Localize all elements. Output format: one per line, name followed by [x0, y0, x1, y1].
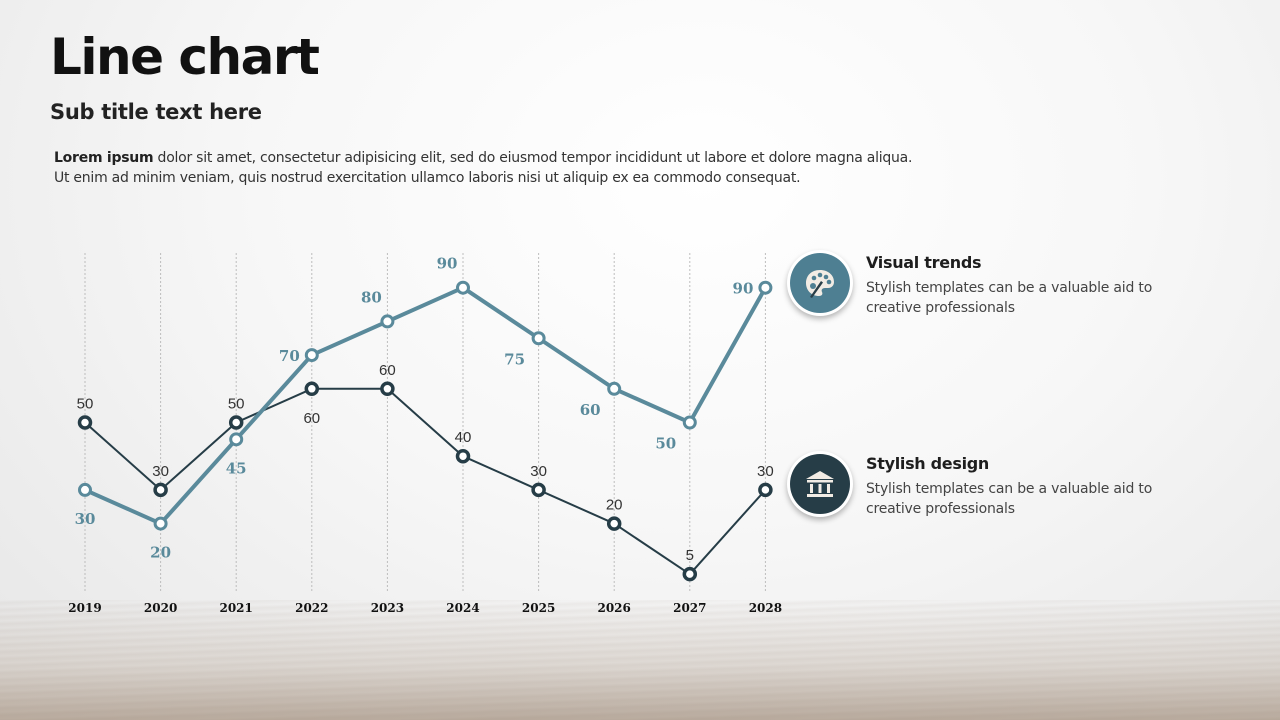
- series-a-data-label: 50: [655, 435, 676, 453]
- series-b-point: [228, 415, 244, 430]
- series-a-data-label: 90: [437, 255, 458, 273]
- series-a-point: [682, 415, 697, 430]
- chart-data-points: [77, 280, 773, 582]
- series-b-data-label: 50: [228, 396, 245, 413]
- panel-title: Visual trends: [866, 253, 982, 272]
- page-title: Line chart: [50, 28, 320, 86]
- series-a-data-label: 30: [75, 510, 96, 528]
- series-b-point: [606, 516, 622, 531]
- series-b-data-label: 50: [77, 396, 94, 413]
- body-text: dolor sit amet, consectetur adipisicing …: [54, 150, 913, 186]
- chart-data-labels: 50 30 50 60 60 40 30 20 5 30 30 20 45 70 80 90 75 60 50 90: [75, 255, 774, 564]
- series-b-point: [304, 381, 320, 397]
- x-tick-label: 2019: [68, 601, 101, 615]
- series-b-data-label: 40: [455, 429, 472, 446]
- series-b-data-label: 30: [152, 463, 169, 480]
- series-a-point: [78, 482, 92, 497]
- series-a-point: [380, 314, 395, 329]
- series-b-data-label: 30: [530, 463, 547, 480]
- series-b-point: [77, 415, 93, 430]
- series-a-data-label: 20: [150, 544, 171, 562]
- page-subtitle: Sub title text here: [50, 100, 262, 124]
- series-a-point: [229, 432, 244, 447]
- chart-series-lines: [84, 285, 768, 576]
- bank-icon: [790, 454, 850, 514]
- x-tick-label: 2023: [371, 601, 404, 615]
- series-b-data-label: 20: [606, 497, 623, 514]
- series-a-data-label: 75: [504, 350, 525, 368]
- series-b-point: [153, 482, 168, 498]
- panel-description: Stylish templates can be a valuable aid …: [866, 481, 1153, 517]
- series-b-data-label: 30: [757, 463, 774, 480]
- series-a-point: [456, 280, 470, 295]
- series-b-point: [380, 381, 395, 397]
- series-b-data-label: 60: [303, 410, 320, 427]
- body-bold-lead: Lorem ipsum: [54, 150, 154, 166]
- line-chart: 503050606040302053030204570809075605090 …: [68, 253, 782, 615]
- panel-title: Stylish design: [866, 454, 990, 473]
- series-a-data-label: 80: [361, 288, 382, 306]
- series-a-point: [153, 516, 168, 531]
- series-a-data-label: 90: [733, 280, 754, 298]
- x-tick-label: 2024: [446, 601, 479, 615]
- series-a-data-label: 60: [580, 401, 601, 419]
- series-b-line: [84, 387, 767, 576]
- series-b-point: [531, 482, 546, 498]
- x-tick-label: 2020: [144, 601, 177, 615]
- chart-x-axis: 2019 2020 2021 2022 2023 2024 2025 2026 2027 2028: [68, 601, 782, 615]
- series-b-point: [455, 448, 471, 464]
- chart-gridlines: [84, 253, 766, 592]
- series-a-data-label: 45: [226, 459, 247, 477]
- panel-item-visual-trends: Visual trends Stylish templates can be a…: [790, 253, 1190, 323]
- x-tick-label: 2028: [749, 601, 782, 615]
- series-a-point: [607, 381, 622, 396]
- series-b-point: [682, 566, 698, 582]
- x-tick-label: 2025: [522, 601, 555, 615]
- series-a-point: [531, 331, 546, 346]
- body-paragraph: Lorem ipsum dolor sit amet, consectetur …: [54, 148, 924, 188]
- series-b-point: [758, 482, 773, 498]
- panel-item-stylish-design: Stylish design Stylish templates can be …: [790, 454, 1190, 524]
- series-b-data-label: 60: [379, 362, 396, 379]
- palette-icon: [790, 253, 850, 313]
- series-b-data-label: 5: [686, 547, 694, 564]
- series-a-point: [304, 348, 319, 363]
- series-a-point: [758, 280, 773, 295]
- floor-background: [0, 600, 1280, 720]
- x-tick-label: 2026: [597, 601, 630, 615]
- x-tick-label: 2027: [673, 601, 706, 615]
- x-tick-label: 2022: [295, 601, 328, 615]
- panel-description: Stylish templates can be a valuable aid …: [866, 280, 1153, 316]
- series-a-data-label: 70: [279, 347, 300, 365]
- series-a-line: [84, 285, 768, 526]
- x-tick-label: 2021: [219, 601, 252, 615]
